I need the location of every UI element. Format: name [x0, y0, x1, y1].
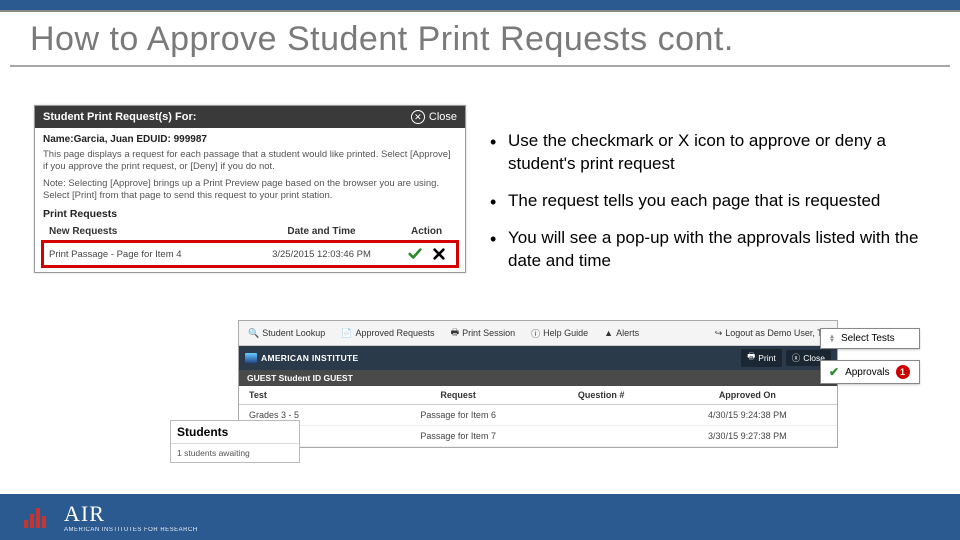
dialog-header: Student Print Request(s) For: ✕ Close: [35, 106, 465, 128]
top-accent-bar: [0, 0, 960, 12]
student-id-bar: GUEST Student ID GUEST: [239, 370, 837, 386]
request-row: Print Passage - Page for Item 4 3/25/201…: [43, 242, 457, 267]
menubar: 🔍Student Lookup 📄Approved Requests 🖶Prin…: [239, 321, 837, 346]
print-button[interactable]: 🖶 Print: [741, 349, 782, 367]
approvals-label: Approvals: [845, 367, 889, 378]
col-new-requests: New Requests: [43, 222, 247, 242]
col-approved-on: Approved On: [658, 386, 837, 405]
deny-icon[interactable]: [432, 247, 446, 261]
air-brand-text: AIR: [64, 501, 198, 527]
alert-icon: ▲: [604, 328, 613, 338]
col-date-time: Date and Time: [247, 222, 396, 242]
col-test: Test: [239, 386, 372, 405]
logout-icon: ↪: [715, 328, 723, 339]
close-button[interactable]: ✕ Close: [411, 110, 457, 124]
table-row: Grades 3 - 5 Passage for Item 7 3/30/15 …: [239, 426, 837, 447]
printer-icon: 🖶: [747, 351, 755, 365]
cell-datetime: 3/25/2015 12:03:46 PM: [247, 242, 396, 267]
cell-request: Print Passage - Page for Item 4: [43, 242, 247, 267]
col-request: Request: [372, 386, 545, 405]
students-heading: Students: [171, 421, 299, 444]
bullet-3: You will see a pop-up with the approvals…: [490, 227, 930, 273]
students-panel: Students 1 students awaiting: [170, 420, 300, 463]
close-label: Close: [429, 111, 457, 123]
check-icon: ✔: [829, 365, 839, 379]
air-mark-icon: [24, 504, 58, 530]
approve-icon[interactable]: [408, 247, 422, 261]
approvals-table: Test Request Question # Approved On Grad…: [239, 386, 837, 447]
cell-action: [396, 242, 457, 267]
approvals-widget[interactable]: ✔ Approvals 1: [820, 360, 920, 384]
table-row: Grades 3 - 5 Passage for Item 6 4/30/15 …: [239, 405, 837, 426]
sort-icon: ▲▼: [829, 335, 835, 343]
dialog-note: Note: Selecting [Approve] brings up a Pr…: [43, 178, 457, 203]
instruction-bullets: Use the checkmark or X icon to approve o…: [490, 130, 930, 287]
students-subtext: 1 students awaiting: [171, 444, 299, 462]
menu-student-lookup[interactable]: 🔍Student Lookup: [245, 327, 328, 340]
air-brand-subtext: AMERICAN INSTITUTES FOR RESEARCH: [64, 527, 198, 533]
info-icon: ⓘ: [531, 327, 540, 340]
brand-bar: AMERICAN INSTITUTE 🖶 Print ⓧ Close: [239, 346, 837, 370]
close-icon: ⓧ: [792, 352, 801, 364]
search-icon: 🔍: [248, 328, 259, 339]
menu-alerts[interactable]: ▲Alerts: [601, 327, 642, 339]
print-requests-heading: Print Requests: [43, 208, 457, 220]
print-request-dialog: Student Print Request(s) For: ✕ Close Na…: [34, 105, 466, 273]
printer-icon: 🖶: [451, 325, 460, 341]
dialog-body: Name:Garcia, Juan EDUID: 999987 This pag…: [35, 128, 465, 272]
print-requests-table: New Requests Date and Time Action Print …: [43, 222, 457, 266]
col-question: Question #: [545, 386, 658, 405]
bullet-1: Use the checkmark or X icon to approve o…: [490, 130, 930, 176]
document-icon: 📄: [341, 328, 352, 339]
select-tests-label: Select Tests: [841, 333, 895, 344]
col-action: Action: [396, 222, 457, 242]
slide-title: How to Approve Student Print Requests co…: [10, 12, 950, 67]
brand-mark-icon: [245, 353, 257, 363]
footer-bar: AIR AMERICAN INSTITUTES FOR RESEARCH: [0, 494, 960, 540]
student-name-line: Name:Garcia, Juan EDUID: 999987: [43, 134, 457, 145]
brand-text: AMERICAN INSTITUTE: [261, 353, 358, 363]
approvals-count-badge: 1: [896, 365, 910, 379]
close-icon: ✕: [411, 110, 425, 124]
dialog-title: Student Print Request(s) For:: [43, 111, 196, 123]
menu-help-guide[interactable]: ⓘHelp Guide: [528, 326, 591, 341]
approved-requests-window: 🔍Student Lookup 📄Approved Requests 🖶Prin…: [238, 320, 838, 448]
menu-print-session[interactable]: 🖶Print Session: [448, 324, 519, 342]
select-tests-widget[interactable]: ▲▼ Select Tests: [820, 328, 920, 349]
menu-logout[interactable]: ↪Logout as Demo User, TA: [712, 327, 831, 340]
menu-approved-requests[interactable]: 📄Approved Requests: [338, 327, 437, 340]
air-logo: AIR AMERICAN INSTITUTES FOR RESEARCH: [24, 501, 198, 533]
brand-logo: AMERICAN INSTITUTE: [245, 353, 358, 363]
bullet-2: The request tells you each page that is …: [490, 190, 930, 213]
dialog-description: This page displays a request for each pa…: [43, 149, 457, 174]
